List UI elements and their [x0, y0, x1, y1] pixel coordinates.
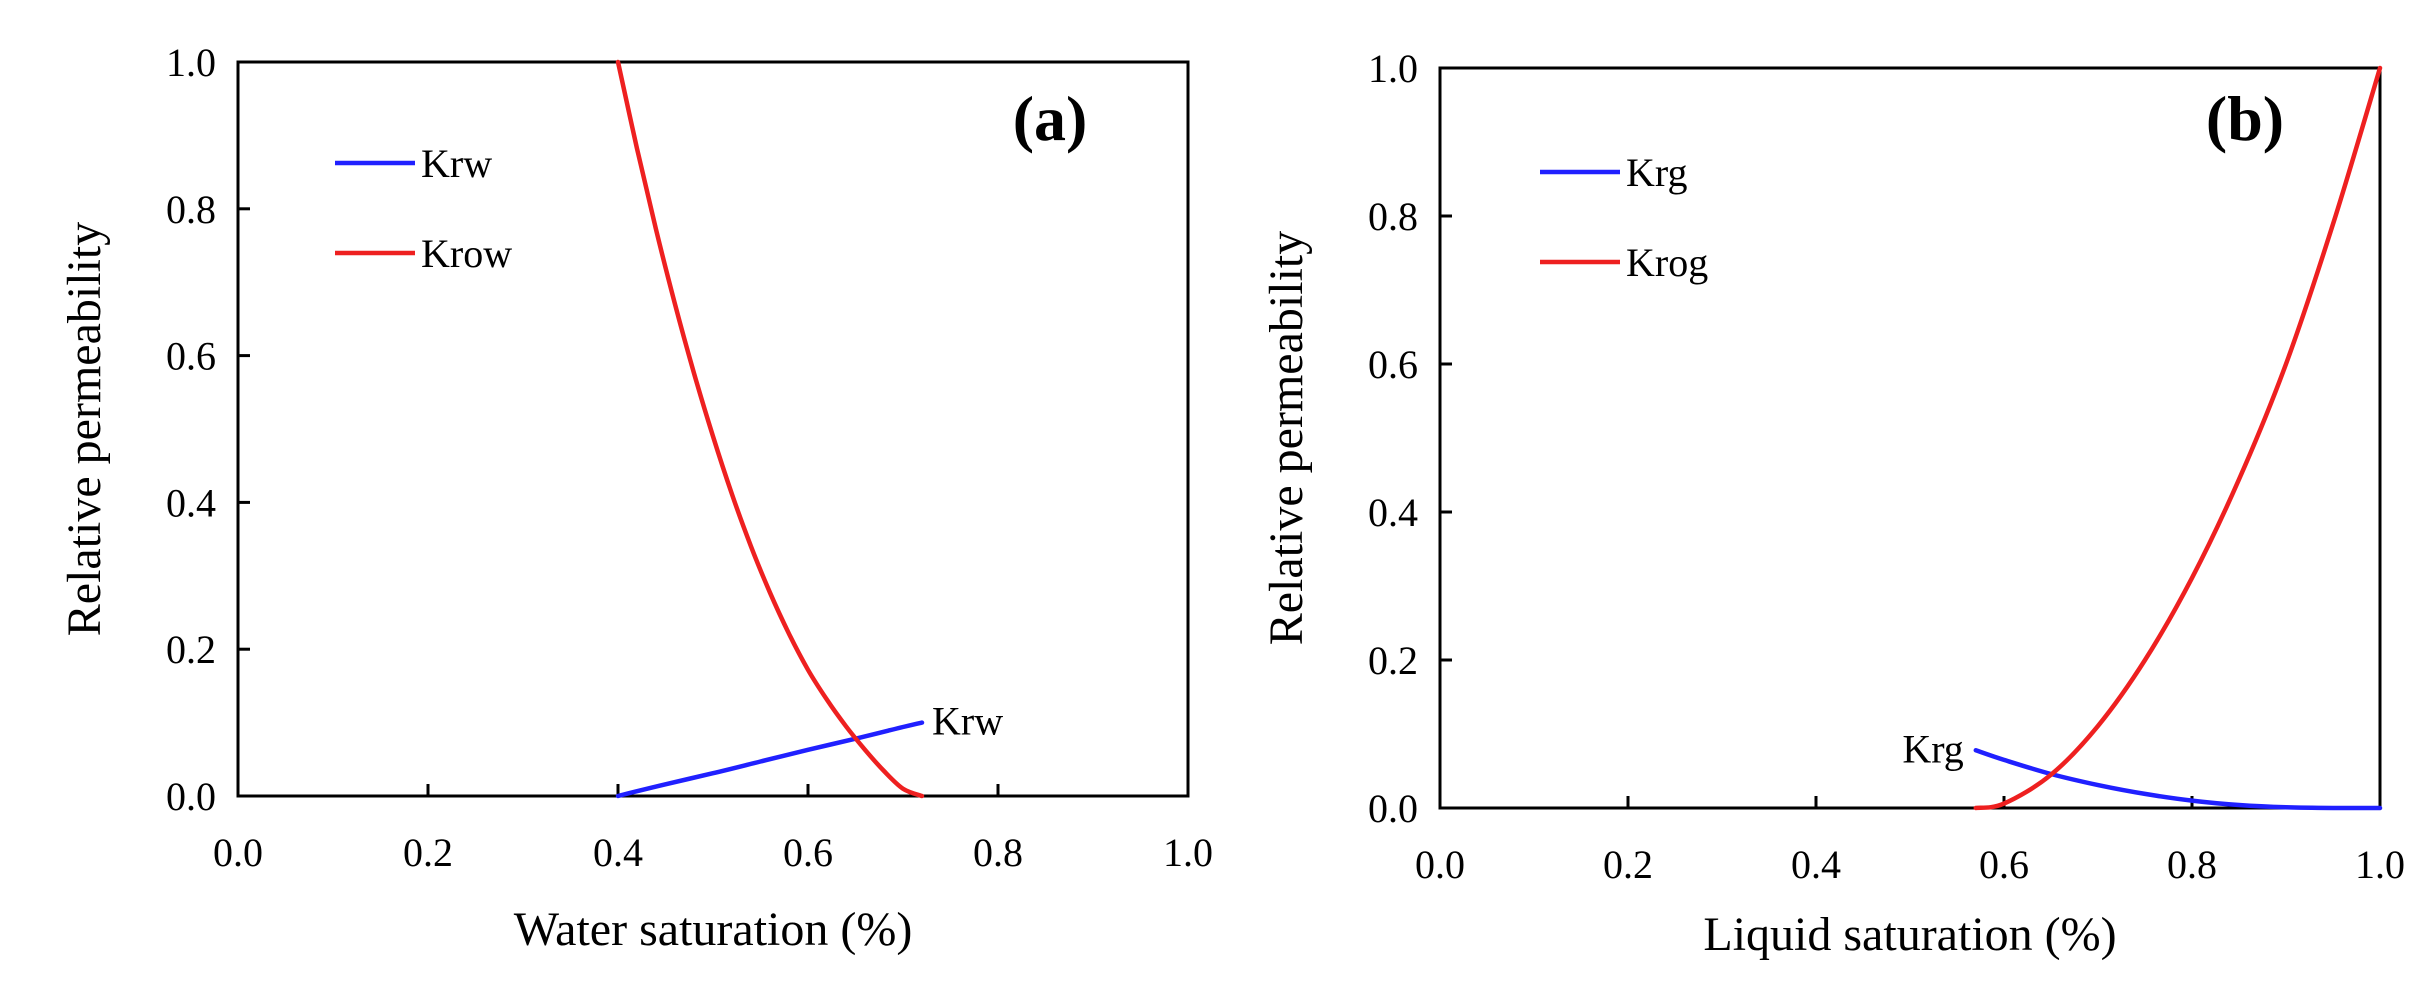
x-tick-label: 0.6 [1979, 842, 2029, 887]
y-tick-label: 0.8 [166, 187, 216, 232]
series-line-krw [615, 720, 925, 799]
annotation-label-a: Krw [932, 699, 1003, 744]
y-tick-label: 0.2 [166, 627, 216, 672]
x-tick-label: 0.6 [783, 830, 833, 875]
x-ticks-a: 0.0 0.2 0.4 0.6 0.8 1.0 [213, 784, 1213, 875]
series-line-krog [1973, 65, 2383, 811]
x-tick-label: 0.2 [403, 830, 453, 875]
y-tick-label: 0.2 [1368, 638, 1418, 683]
y-tick-label: 0.4 [1368, 490, 1418, 535]
y-tick-label: 1.0 [1368, 46, 1418, 91]
annotation-label-b: Krg [1902, 726, 1963, 771]
y-tick-label: 1.0 [166, 40, 216, 85]
chart-panel-a: 0.0 0.2 0.4 0.6 0.8 1.0 0.0 0.2 0.4 0.6 0.8 1.0 Kr… [58, 40, 1213, 956]
x-axis-label-a: Water saturation (%) [514, 903, 913, 956]
legend-label-krow: Krow [421, 231, 512, 276]
x-ticks-b: 0.0 0.2 0.4 0.6 0.8 1.0 [1415, 796, 2405, 887]
x-tick-label: 0.8 [2167, 842, 2217, 887]
legend-a: Krw Krow [335, 141, 512, 276]
series-line-krow [615, 59, 925, 799]
chart-panel-b: 0.0 0.2 0.4 0.6 0.8 1.0 0.0 0.2 0.4 0.6 0.8 1.0 Kr… [1260, 46, 2405, 961]
x-tick-label: 1.0 [2355, 842, 2405, 887]
y-tick-label: 0.6 [166, 334, 216, 379]
y-axis-label-a: Relative permeability [58, 222, 111, 637]
plot-frame-b [1438, 66, 2382, 810]
y-tick-label: 0.4 [166, 480, 216, 525]
x-tick-label: 0.4 [1791, 842, 1841, 887]
y-tick-label: 0.0 [166, 774, 216, 819]
series-line-krg [1973, 748, 2383, 811]
legend-label-krw: Krw [421, 141, 492, 186]
legend-label-krog: Krog [1626, 240, 1708, 285]
legend-label-krg: Krg [1626, 150, 1687, 195]
panel-label-b: (b) [2206, 83, 2284, 154]
plot-frame-a [236, 60, 1190, 798]
series-group-a [615, 59, 925, 799]
x-tick-label: 0.0 [1415, 842, 1465, 887]
x-tick-label: 1.0 [1163, 830, 1213, 875]
y-tick-label: 0.0 [1368, 786, 1418, 831]
y-ticks-b: 0.0 0.2 0.4 0.6 0.8 1.0 [1368, 46, 1452, 831]
x-tick-label: 0.0 [213, 830, 263, 875]
x-tick-label: 0.8 [973, 830, 1023, 875]
x-axis-label-b: Liquid saturation (%) [1703, 908, 2116, 961]
y-axis-label-b: Relative permeability [1260, 231, 1313, 646]
panel-label-a: (a) [1013, 83, 1088, 154]
y-tick-label: 0.6 [1368, 342, 1418, 387]
legend-b: Krg Krog [1540, 150, 1708, 285]
x-tick-label: 0.4 [593, 830, 643, 875]
series-group-b [1973, 65, 2383, 811]
y-ticks-a: 0.0 0.2 0.4 0.6 0.8 1.0 [166, 40, 250, 819]
y-tick-label: 0.8 [1368, 194, 1418, 239]
x-tick-label: 0.2 [1603, 842, 1653, 887]
